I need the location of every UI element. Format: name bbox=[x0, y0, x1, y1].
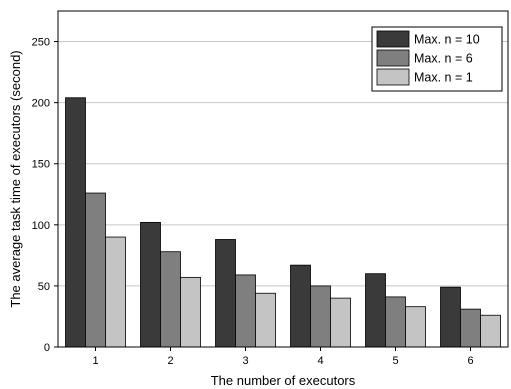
x-axis-title: The number of executors bbox=[211, 373, 356, 388]
y-tick-label: 100 bbox=[32, 220, 50, 232]
bar bbox=[161, 252, 181, 347]
bar bbox=[461, 309, 481, 347]
bar bbox=[331, 298, 351, 347]
legend-label: Max. n = 10 bbox=[414, 33, 480, 47]
bar bbox=[106, 237, 126, 347]
y-axis-title: The average task time of executors (seco… bbox=[8, 50, 23, 307]
y-axis-ticks: 0 50 100 150 200 250 bbox=[32, 37, 58, 354]
x-tick-label: 5 bbox=[392, 355, 398, 367]
bar bbox=[256, 293, 276, 347]
legend-label: Max. n = 1 bbox=[414, 71, 473, 85]
x-tick-label: 3 bbox=[242, 355, 248, 367]
y-tick-label: 0 bbox=[44, 342, 50, 354]
legend: Max. n = 10 Max. n = 6 Max. n = 1 bbox=[372, 27, 502, 91]
x-tick-label: 4 bbox=[317, 355, 323, 367]
x-tick-label: 6 bbox=[467, 355, 473, 367]
y-tick-label: 50 bbox=[38, 281, 50, 293]
bar bbox=[291, 265, 311, 347]
x-tick-label: 1 bbox=[92, 355, 98, 367]
legend-swatch bbox=[377, 69, 409, 85]
bar bbox=[236, 275, 256, 347]
bar bbox=[141, 222, 161, 347]
legend-label: Max. n = 6 bbox=[414, 52, 473, 66]
legend-swatch bbox=[377, 31, 409, 47]
legend-swatch bbox=[377, 50, 409, 66]
bar bbox=[311, 286, 331, 347]
y-tick-label: 200 bbox=[32, 98, 50, 110]
bar bbox=[386, 297, 406, 347]
bar bbox=[406, 307, 426, 347]
bars bbox=[66, 98, 501, 347]
bar bbox=[181, 277, 201, 347]
y-tick-label: 250 bbox=[32, 37, 50, 49]
bar bbox=[481, 315, 501, 347]
bar bbox=[66, 98, 86, 347]
x-axis-ticks: 1 2 3 4 5 6 bbox=[92, 347, 473, 367]
bar bbox=[366, 274, 386, 347]
bar bbox=[216, 239, 236, 347]
x-tick-label: 2 bbox=[167, 355, 173, 367]
y-tick-label: 150 bbox=[32, 159, 50, 171]
bar bbox=[441, 287, 461, 347]
bar bbox=[86, 193, 106, 347]
